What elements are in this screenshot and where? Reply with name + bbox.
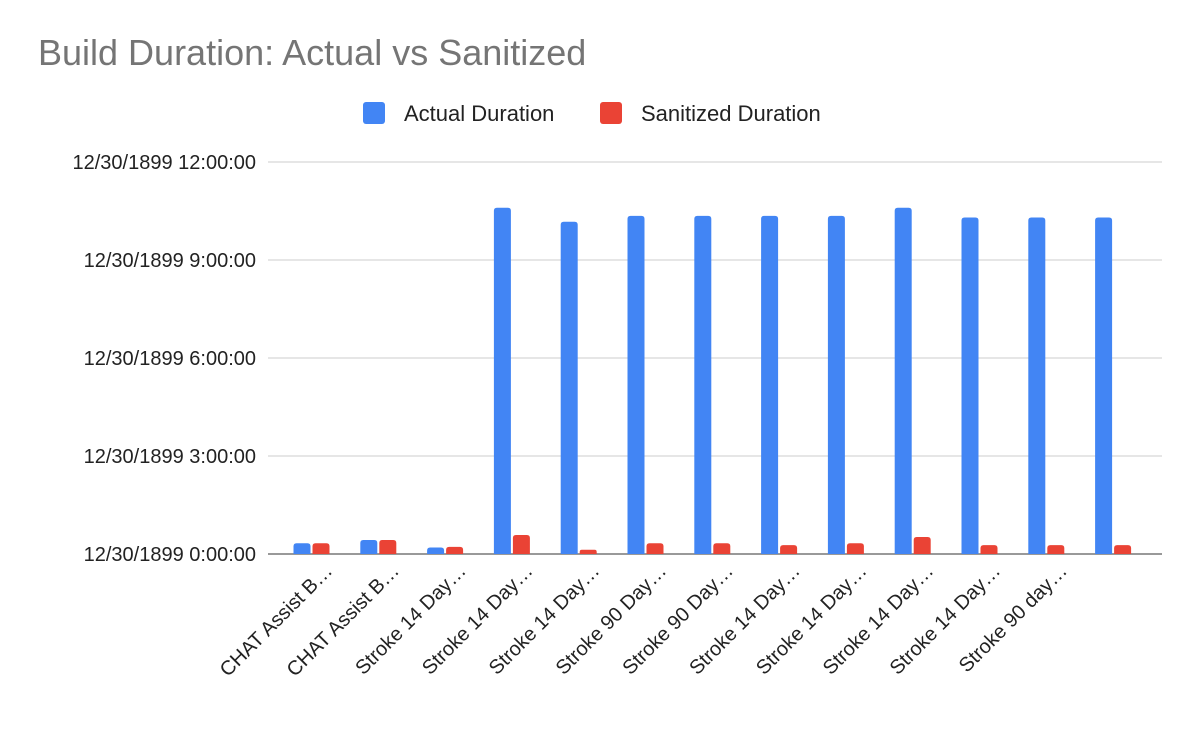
bar-actual-duration <box>627 215 645 554</box>
bar-actual-duration <box>961 217 979 555</box>
legend-swatch <box>363 102 385 124</box>
bar-actual-duration <box>1095 217 1113 555</box>
bar-sanitized-duration <box>446 546 464 554</box>
legend-label: Sanitized Duration <box>641 101 821 126</box>
chart-title: Build Duration: Actual vs Sanitized <box>38 32 587 73</box>
y-tick-label: 12/30/1899 3:00:00 <box>84 446 256 468</box>
x-tick-label: CHAT Assist B… <box>216 560 337 681</box>
bar-sanitized-duration <box>780 545 798 554</box>
bar-actual-duration <box>560 221 578 554</box>
bar-actual-duration <box>360 539 378 554</box>
legend-label: Actual Duration <box>404 101 554 126</box>
bar-sanitized-duration <box>379 539 397 554</box>
bar-sanitized-duration <box>713 543 731 554</box>
bar-actual-duration <box>894 207 912 554</box>
bar-sanitized-duration <box>512 535 530 554</box>
y-tick-label: 12/30/1899 6:00:00 <box>84 348 256 370</box>
bar-sanitized-duration <box>1114 545 1132 554</box>
bar-sanitized-duration <box>913 537 931 554</box>
bar-actual-duration <box>493 207 511 554</box>
bar-sanitized-duration <box>312 543 330 554</box>
bar-actual-duration <box>761 215 779 554</box>
bar-sanitized-duration <box>980 545 998 554</box>
bar-sanitized-duration <box>646 543 664 554</box>
bar-actual-duration <box>293 543 311 554</box>
bar-sanitized-duration <box>846 543 864 554</box>
bar-sanitized-duration <box>579 549 597 554</box>
y-tick-label: 12/30/1899 0:00:00 <box>84 544 256 566</box>
bar-actual-duration <box>427 547 445 554</box>
x-tick-label: CHAT Assist B… <box>283 560 404 681</box>
y-tick-label: 12/30/1899 12:00:00 <box>72 152 256 174</box>
bar-actual-duration <box>1028 217 1046 555</box>
bar-sanitized-duration <box>1047 545 1065 554</box>
bar-actual-duration <box>827 215 845 554</box>
legend-swatch <box>600 102 622 124</box>
bar-actual-duration <box>694 215 712 554</box>
y-tick-label: 12/30/1899 9:00:00 <box>84 250 256 272</box>
